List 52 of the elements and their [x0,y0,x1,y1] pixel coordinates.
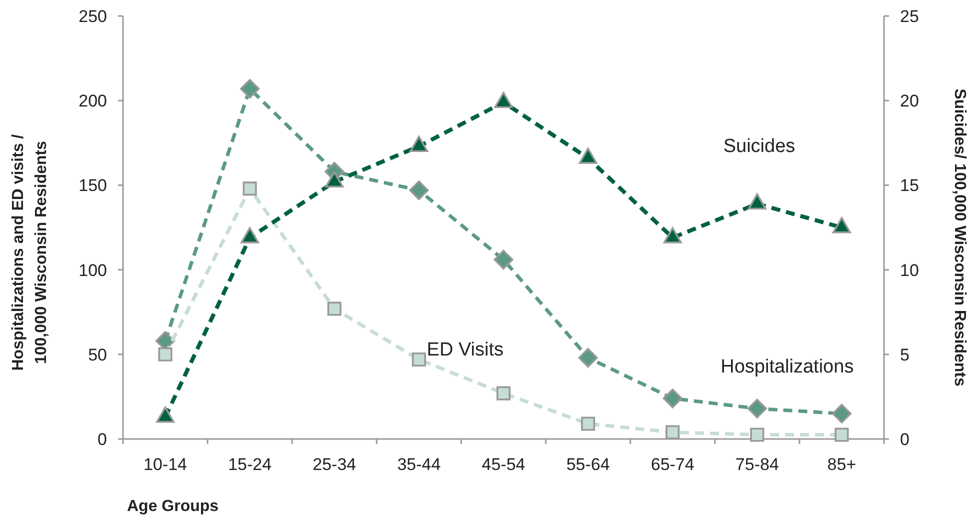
point [496,386,511,400]
y-tick-label: 250 [78,6,107,26]
point [747,398,767,418]
x-tick-label: 85+ [827,455,856,474]
point [240,78,260,99]
point [834,428,849,442]
point [240,227,260,244]
y2-tick-label: 25 [900,6,919,26]
point [412,352,426,366]
point [832,404,852,424]
y2-tick-label: 0 [900,430,910,449]
y-tick-label: 200 [78,92,107,111]
x-tick-label: 15-24 [228,455,272,474]
x-tick-label: 75-84 [735,455,779,474]
point [409,180,429,200]
point [750,428,764,442]
series-label: Hospitalizations [720,356,854,378]
series-label: ED Visits [426,339,504,360]
point [494,250,514,270]
y-tick-label: 50 [88,345,107,364]
point [158,347,172,362]
y-tick-label: 100 [78,260,107,280]
y2-tick-label: 5 [900,345,910,364]
point [156,406,174,423]
point [327,302,342,316]
point [663,227,682,244]
point [832,216,851,234]
x-tick-label: 25-34 [312,455,356,474]
point [662,388,682,408]
point [325,171,344,188]
y2-tick-label: 15 [900,176,919,196]
text: Suicides [723,136,796,157]
x-tick-label: 55-64 [566,455,610,474]
x-tick-label: 10-14 [144,455,188,474]
x-tick-label: 35-44 [397,455,441,474]
point [494,92,513,108]
y2-tick-label: 10 [900,260,919,280]
point [242,182,257,196]
y-tick-label: 0 [98,430,107,449]
point [581,416,596,431]
y2-tick-label: 20 [900,92,919,111]
y-axis-title: Hospitalizations and ED visits / 100,000 Wisconsin Residents [10,134,50,371]
point [666,425,680,440]
x-tick-label: 45-54 [482,455,526,474]
point [410,136,428,152]
point [748,193,766,210]
x-tick-label: 65-74 [650,455,694,474]
point [578,148,598,164]
point [578,348,598,368]
y-tick-label: 150 [78,176,107,196]
x-axis-title: Age Groups [127,498,219,515]
y2-axis-title: Suicides/ 100,000 Wisconsin Residents [951,88,968,386]
